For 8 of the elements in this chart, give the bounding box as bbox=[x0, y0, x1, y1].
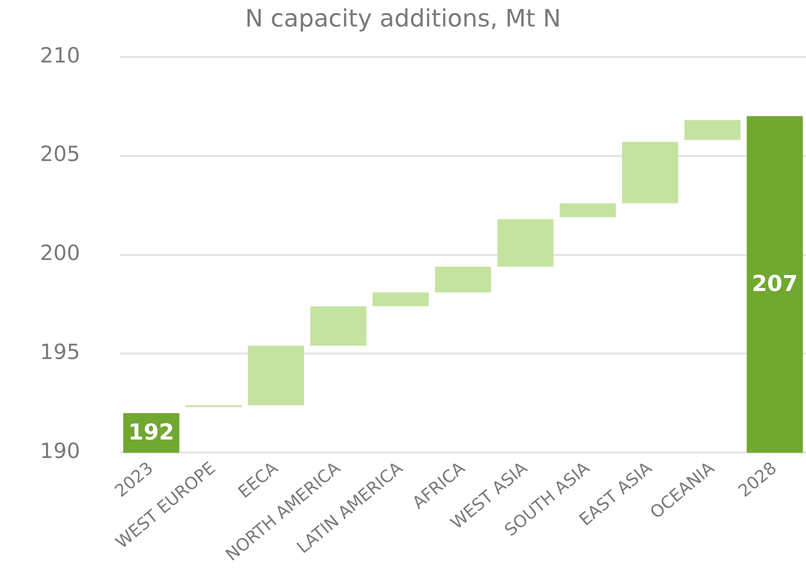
y-tick-label: 210 bbox=[40, 43, 80, 68]
y-tick-label: 200 bbox=[40, 241, 80, 266]
data-label: 192 bbox=[128, 420, 174, 446]
y-tick-label: 190 bbox=[40, 439, 80, 464]
data-label: 207 bbox=[752, 272, 798, 298]
chart-title: N capacity additions, Mt N bbox=[245, 4, 561, 33]
y-tick-label: 205 bbox=[40, 142, 80, 166]
y-tick-label: 195 bbox=[40, 340, 80, 364]
